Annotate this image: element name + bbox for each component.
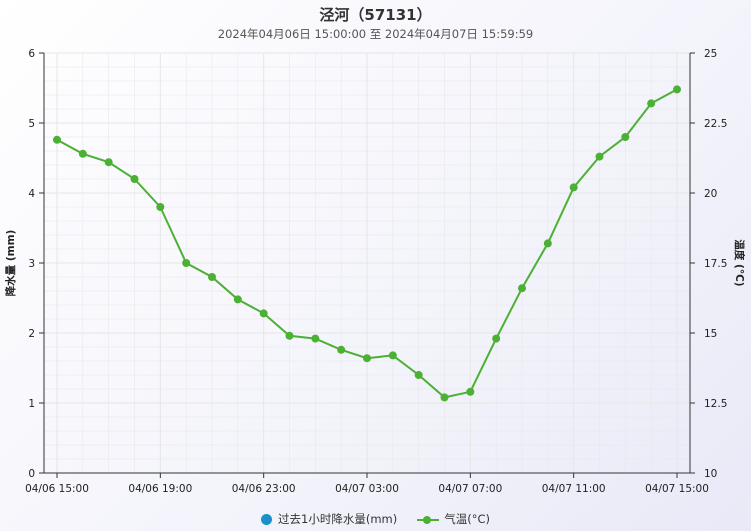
x-tick-label: 04/07 07:00 [438, 483, 502, 495]
temp-data-point [673, 85, 681, 94]
temp-data-point [595, 152, 604, 161]
temp-data-point [78, 149, 87, 158]
temp-data-point [182, 259, 191, 267]
temp-data-point [363, 354, 371, 363]
temp-data-point [337, 345, 346, 354]
temp-data-point [569, 183, 578, 192]
temp-data-point [311, 334, 320, 343]
grid-lines [44, 52, 690, 474]
y-right-tick-label: 22.5 [704, 118, 727, 130]
temp-data-point [53, 135, 61, 144]
chart-title: 泾河（57131） [319, 6, 432, 24]
temp-data-point [518, 284, 526, 293]
temp-data-point [621, 133, 630, 141]
y-left-tick-label: 0 [28, 468, 35, 480]
temp-data-point [285, 331, 294, 340]
y-right-axis-title: 温度 (°C) [733, 239, 746, 286]
temp-data-point [233, 295, 242, 304]
temp-data-point [414, 371, 423, 379]
legend-precip-label: 过去1小时降水量(mm) [278, 512, 398, 526]
y-left-tick-label: 2 [28, 328, 35, 340]
y-right-tick-label: 20 [704, 188, 717, 200]
temp-data-point [259, 309, 268, 318]
y-left-axis-title: 降水量 (mm) [4, 230, 17, 297]
legend-temp-label: 气温(°C) [444, 512, 490, 526]
temp-data-point [647, 99, 656, 108]
legend: 过去1小时降水量(mm) 气温(°C) [0, 511, 751, 527]
y-left-tick-label: 6 [28, 48, 35, 60]
x-tick-label: 04/06 19:00 [128, 483, 192, 495]
temp-data-point [104, 158, 113, 167]
y-right-tick-label: 12.5 [704, 398, 727, 410]
x-tick-label: 04/07 15:00 [645, 483, 709, 495]
legend-item-precip[interactable]: 过去1小时降水量(mm) [261, 511, 397, 527]
x-tick-label: 04/07 11:00 [542, 483, 606, 495]
temp-data-point [208, 273, 216, 281]
temp-data-point [440, 393, 449, 402]
temp-data-point [492, 334, 501, 343]
legend-temp-marker-icon [417, 514, 440, 525]
y-left-tick-label: 1 [28, 398, 35, 410]
y-right-tick-label: 10 [704, 468, 717, 480]
chart-subtitle: 2024年04月06日 15:00:00 至 2024年04月07日 15:59… [217, 27, 534, 41]
temp-data-point [130, 175, 139, 183]
legend-precip-marker-icon [261, 513, 273, 525]
y-left-tick-label: 4 [28, 188, 35, 200]
temp-data-point [543, 239, 552, 248]
temp-data-point [388, 351, 397, 360]
x-tick-label: 04/07 03:00 [335, 483, 399, 495]
x-tick-label: 04/06 15:00 [25, 483, 89, 495]
y-right-tick-label: 25 [704, 48, 717, 60]
y-left-tick-label: 3 [28, 258, 35, 270]
temp-data-point [156, 203, 165, 211]
temp-data-point [466, 387, 475, 396]
y-right-tick-label: 17.5 [704, 258, 727, 270]
series[interactable] [53, 85, 681, 402]
axes [39, 52, 695, 478]
y-left-tick-label: 5 [28, 118, 35, 130]
tick-labels: 0 1 2 3 4 5 6 10 12.5 15 17.5 20 22.5 25 04/06 15:00 04… [25, 48, 727, 495]
x-tick-label: 04/06 23:00 [232, 483, 296, 495]
y-right-tick-label: 15 [704, 328, 717, 340]
legend-item-temp[interactable]: 气温(°C) [417, 511, 490, 527]
